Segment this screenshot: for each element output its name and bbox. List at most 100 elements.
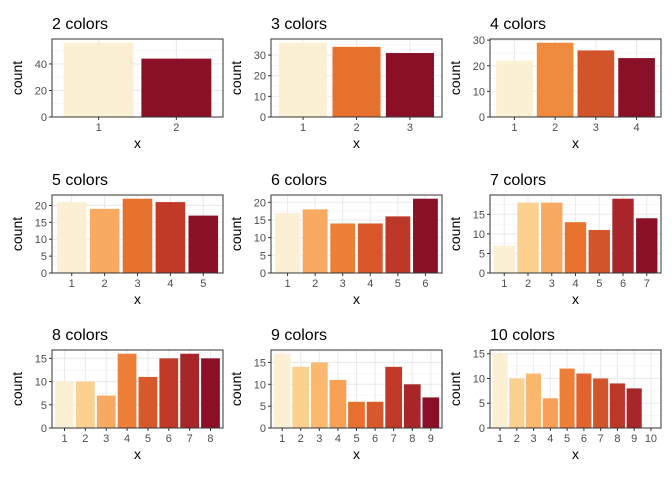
- x-axis-title: x: [134, 135, 141, 151]
- y-tick-label: 20: [254, 71, 266, 83]
- x-tick-label: 1: [300, 122, 306, 134]
- x-tick-label: 3: [103, 433, 109, 445]
- y-tick-label: 15: [254, 215, 266, 227]
- y-axis-title: count: [9, 217, 25, 251]
- x-tick-label: 10: [645, 433, 657, 445]
- panel-border: [51, 38, 224, 118]
- panel-title: 10 colors: [490, 327, 555, 344]
- x-tick-label: 3: [407, 122, 413, 134]
- panel-title: 8 colors: [52, 327, 108, 344]
- x-axis-title: x: [572, 291, 579, 307]
- bar-4: [357, 223, 383, 273]
- y-axis-title: count: [447, 61, 463, 95]
- x-tick-label: 4: [124, 433, 130, 445]
- x-tick-label: 1: [511, 122, 517, 134]
- bar-3: [577, 50, 615, 117]
- y-tick-label: 20: [254, 197, 266, 209]
- panel-7: 0 5 10 15 1 2 3 4 5 6 7 8 8 colors x count: [9, 327, 224, 462]
- x-tick-label: 2: [173, 122, 179, 134]
- y-tick-label: 0: [479, 423, 485, 435]
- panel-border: [489, 349, 662, 429]
- bar-3: [385, 53, 434, 117]
- y-tick-label: 5: [479, 248, 485, 260]
- bar-5: [588, 229, 610, 273]
- bar-1: [279, 42, 328, 117]
- bar-6: [366, 401, 384, 428]
- x-tick-label: 6: [166, 433, 172, 445]
- x-tick-label: 8: [614, 433, 620, 445]
- x-tick-label: 5: [353, 433, 359, 445]
- x-tick-label: 6: [620, 278, 626, 290]
- x-tick-label: 4: [367, 278, 373, 290]
- x-tick-label: 2: [525, 278, 531, 290]
- bar-7: [636, 218, 658, 273]
- x-tick-label: 3: [531, 433, 537, 445]
- y-tick-label: 5: [260, 250, 266, 262]
- bar-3: [526, 373, 542, 428]
- x-tick-label: 2: [312, 278, 318, 290]
- y-tick-label: 0: [41, 423, 47, 435]
- x-tick-label: 4: [547, 433, 553, 445]
- bar-8: [201, 358, 220, 428]
- bar-2: [332, 46, 381, 117]
- y-tick-label: 15: [473, 209, 485, 221]
- panel-title: 4 colors: [490, 16, 546, 33]
- y-tick-label: 15: [254, 357, 266, 369]
- x-tick-label: 4: [634, 122, 640, 134]
- y-tick-label: 10: [35, 377, 47, 389]
- bar-5: [348, 401, 365, 428]
- y-axis-title: count: [228, 217, 244, 251]
- y-tick-label: 0: [41, 268, 47, 280]
- x-tick-label: 6: [372, 433, 378, 445]
- bar-2: [517, 202, 539, 273]
- y-tick-label: 0: [41, 112, 47, 124]
- x-tick-label: 8: [207, 433, 213, 445]
- x-tick-label: 4: [572, 278, 578, 290]
- x-tick-label: 1: [284, 278, 290, 290]
- y-tick-label: 5: [479, 398, 485, 410]
- y-tick-label: 10: [254, 379, 266, 391]
- x-tick-label: 1: [497, 433, 503, 445]
- panel-2: 0 10 20 30 1 2 3 3 colors x count: [228, 16, 443, 151]
- bar-6: [159, 358, 179, 428]
- bar-1: [275, 212, 300, 273]
- y-axis-title: count: [228, 372, 244, 406]
- y-tick-label: 15: [473, 349, 485, 361]
- y-tick-label: 20: [35, 85, 47, 97]
- bar-4: [618, 58, 655, 117]
- x-tick-label: 1: [96, 122, 102, 134]
- x-tick-label: 2: [514, 433, 520, 445]
- bar-1: [493, 245, 515, 273]
- panel-title: 7 colors: [490, 172, 546, 189]
- panel-5: 0 5 10 15 20 1 2 3 4 5 6 6 colors x count: [228, 172, 443, 307]
- bar-3: [122, 198, 153, 273]
- bar-2: [75, 381, 95, 428]
- panel-border: [51, 349, 224, 429]
- bar-4: [329, 379, 347, 428]
- bar-4: [155, 202, 186, 273]
- y-tick-label: 10: [35, 234, 47, 246]
- panel-title: 5 colors: [52, 172, 108, 189]
- bar-2: [292, 366, 310, 428]
- x-tick-label: 3: [549, 278, 555, 290]
- x-tick-label: 2: [298, 433, 304, 445]
- bar-6: [413, 198, 438, 273]
- panel-title: 2 colors: [52, 16, 108, 33]
- bar-2: [302, 209, 328, 273]
- y-tick-label: 15: [35, 353, 47, 365]
- x-tick-label: 6: [422, 278, 428, 290]
- y-tick-label: 10: [473, 86, 485, 98]
- bar-2: [141, 58, 212, 117]
- bar-1: [492, 353, 508, 428]
- x-tick-label: 1: [501, 278, 507, 290]
- bar-4: [117, 353, 137, 428]
- x-tick-label: 9: [428, 433, 434, 445]
- bar-1: [496, 60, 533, 117]
- bar-3: [96, 395, 116, 428]
- x-tick-label: 3: [593, 122, 599, 134]
- y-axis-title: count: [9, 61, 25, 95]
- y-tick-label: 20: [35, 200, 47, 212]
